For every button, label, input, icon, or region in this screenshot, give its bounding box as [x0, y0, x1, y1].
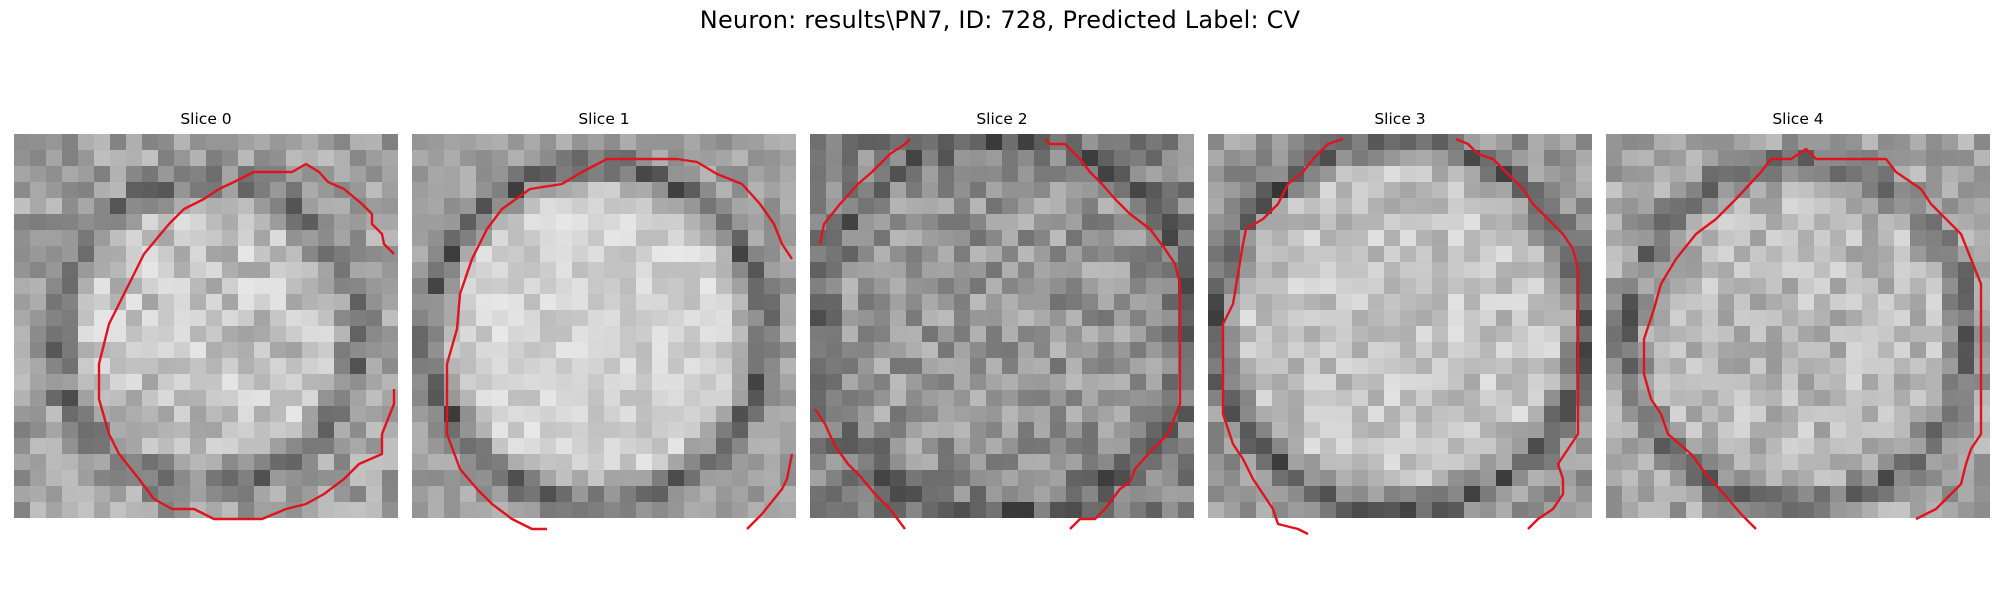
slice-panel-4: Slice 4 [1606, 108, 1990, 530]
slice-title: Slice 2 [976, 110, 1028, 128]
cell-contour-line [1455, 137, 1580, 530]
slice-title: Slice 4 [1772, 110, 1824, 128]
cell-contour-overlay [814, 138, 1182, 530]
slice-image-frame [14, 134, 398, 521]
cell-contour-overlay [445, 157, 794, 531]
cell-contour-line [1044, 138, 1182, 530]
cell-contour-line [1221, 137, 1344, 536]
slice-image-frame [1208, 134, 1592, 536]
cell-contour-line [814, 408, 906, 530]
slice-panel-3: Slice 3 [1208, 108, 1592, 536]
em-slice-image [412, 134, 796, 518]
slice-image-frame [412, 134, 796, 531]
slice-title: Slice 0 [180, 110, 232, 128]
slice-image-frame [810, 134, 1194, 530]
cell-contour-overlay [1221, 137, 1580, 536]
cell-contour-line [445, 157, 793, 531]
slice-panel-1: Slice 1 [412, 108, 796, 531]
cell-contour-line [97, 162, 396, 521]
cell-contour-line [818, 138, 911, 245]
cell-contour-overlay [97, 162, 396, 521]
slice-image-frame [1606, 134, 1990, 530]
slice-title: Slice 1 [578, 110, 630, 128]
slice-title: Slice 3 [1374, 110, 1426, 128]
em-slice-image [810, 134, 1194, 518]
slice-panel-2: Slice 2 [810, 108, 1194, 530]
figure-title: Neuron: results\PN7, ID: 728, Predicted … [699, 6, 1301, 34]
cell-contour-overlay [1642, 147, 1983, 530]
cell-contour-line [1642, 147, 1983, 530]
slice-panel-0: Slice 0 [14, 108, 398, 521]
cell-contour-line [746, 453, 794, 530]
